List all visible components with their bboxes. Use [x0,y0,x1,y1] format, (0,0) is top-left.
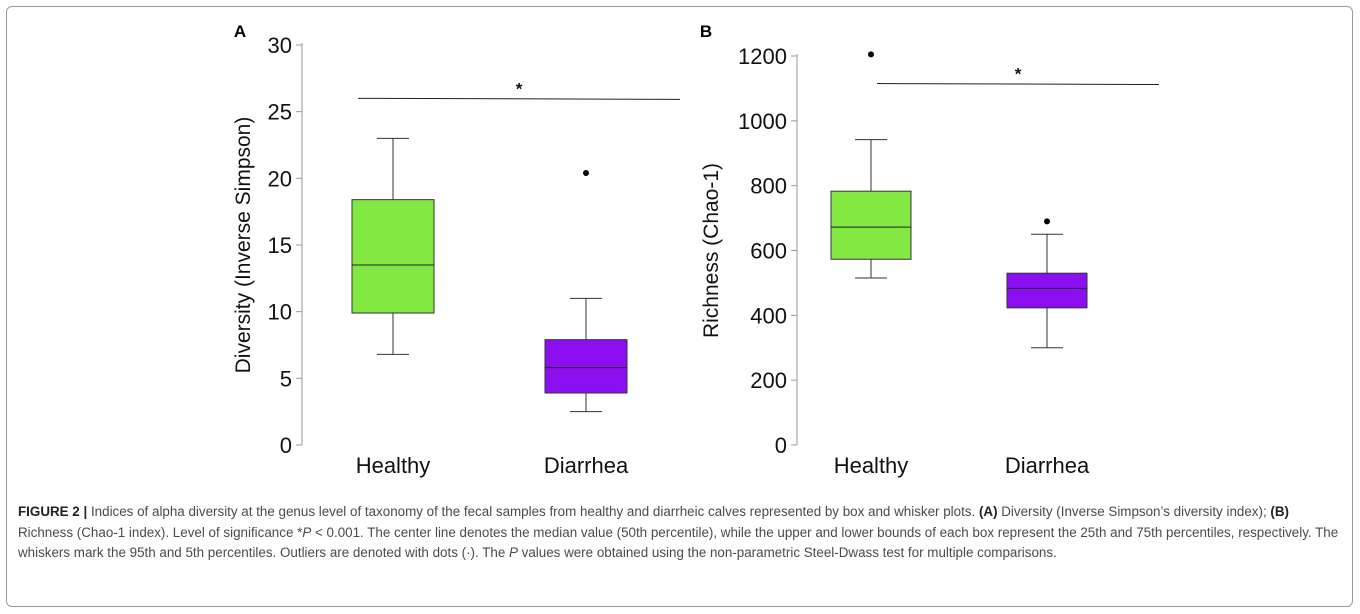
x-category-label: Diarrhea [544,453,629,478]
iqr-box [830,190,912,260]
box-diarrhea: Diarrhea [544,170,629,478]
y-tick-label: 400 [750,303,787,328]
significance-star: * [516,79,523,98]
box-diarrhea: Diarrhea [1005,218,1090,478]
iqr-box [351,199,435,314]
panel-a: A 0 5 10 15 20 25 30 Diversity (Inverse Simpson)… [232,22,681,478]
box-healthy: Healthy [830,51,912,478]
caption-ref-b: (B) [1270,504,1289,519]
outlier-dot [583,170,589,176]
caption-text-5: values were obtained using the non-param… [517,545,1057,560]
y-tick-label: 15 [268,233,292,258]
figure-label: FIGURE 2 | [18,504,88,519]
outlier-dot [1044,218,1050,225]
caption-text-3: Richness (Chao-1 index). Level of signif… [18,524,303,540]
caption-text-2: Diversity (Inverse Simpson’s diversity i… [997,504,1271,519]
caption-text-1: Indices of alpha diversity at the genus … [87,504,979,519]
iqr-box [1006,272,1088,309]
y-tick-label: 600 [750,239,787,264]
y-axis-label: Richness (Chao-1) [700,163,723,338]
y-axis-label: Diversity (Inverse Simpson) [232,117,255,374]
panel-b: B 0 200 400 600 800 1000 1200 Richness (Chao-1) *… [700,22,1160,478]
outlier-dot [868,51,874,58]
caption-p-symbol-1: P [302,524,312,540]
y-tick-label: 20 [268,166,292,191]
figure-panels: A 0 5 10 15 20 25 30 Diversity (Inverse Simpson)… [232,22,1160,478]
y-tick-label: 30 [268,33,292,58]
caption-ref-a: (A) [978,504,998,519]
significance-bar [876,83,1160,86]
y-tick-label: 800 [750,174,787,199]
y-tick-label: 0 [280,433,292,458]
y-tick-label: 10 [268,300,292,325]
x-category-label: Diarrhea [1005,453,1090,478]
y-tick-label: 200 [750,368,787,393]
y-tick-label: 1200 [738,44,787,69]
figure-frame [6,6,1353,607]
caption-text-4: < 0.001. The center line denotes the med… [18,524,1339,561]
y-tick-label: 5 [280,366,292,391]
panel-label: B [700,22,712,41]
box-healthy: Healthy [351,137,435,478]
figure-caption: FIGURE 2 | Indices of alpha diversity at… [18,502,1343,564]
x-category-label: Healthy [356,453,431,478]
y-tick-label: 0 [775,433,787,458]
significance-star: * [1015,65,1022,84]
caption-p-symbol-2: P [508,545,518,560]
iqr-box [544,339,628,394]
panel-label: A [234,22,246,41]
y-tick-label: 25 [268,100,292,125]
significance-bar [357,97,681,100]
y-tick-label: 1000 [738,109,787,134]
x-category-label: Healthy [834,453,909,478]
